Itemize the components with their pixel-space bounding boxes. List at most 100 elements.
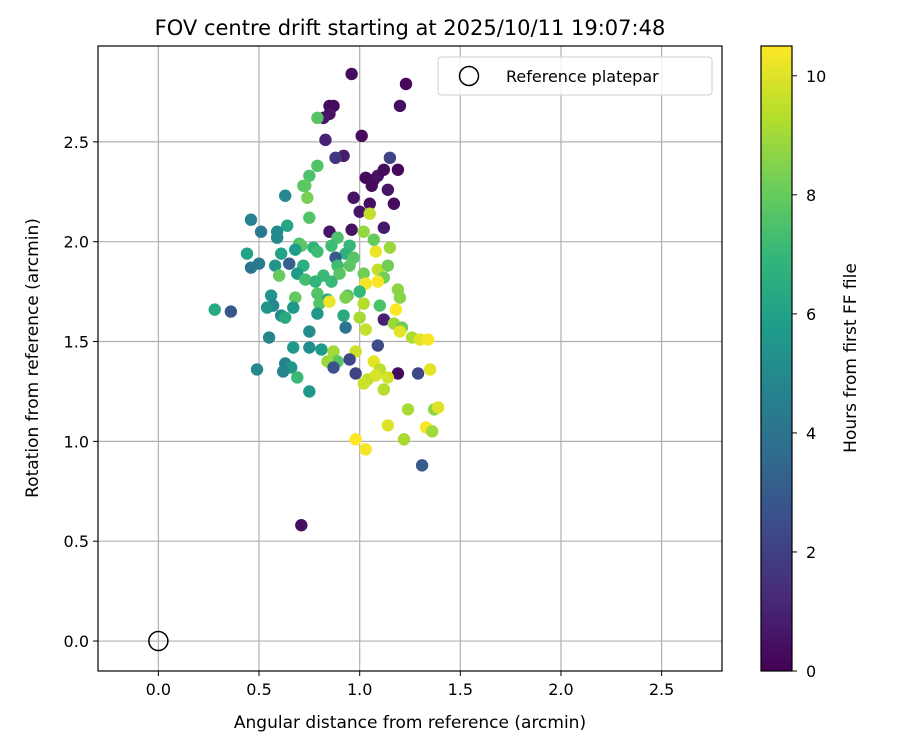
y-tick-label: 2.5 bbox=[64, 133, 89, 152]
data-point bbox=[339, 291, 352, 304]
data-point bbox=[254, 225, 268, 238]
legend: Reference platepar bbox=[437, 56, 713, 96]
x-tick-label: 2.0 bbox=[548, 680, 573, 699]
data-point bbox=[415, 459, 429, 472]
data-point bbox=[377, 383, 391, 396]
data-point bbox=[421, 333, 435, 346]
colorbar-tick-label: 0 bbox=[806, 662, 816, 681]
data-point bbox=[363, 197, 376, 210]
data-point bbox=[387, 197, 401, 210]
data-point bbox=[303, 341, 316, 354]
legend-box bbox=[437, 56, 713, 96]
data-point bbox=[279, 311, 292, 324]
data-point bbox=[279, 189, 292, 202]
data-point bbox=[365, 179, 378, 192]
data-point bbox=[303, 211, 316, 224]
data-point bbox=[311, 111, 324, 125]
legend-label-reference: Reference platepar bbox=[506, 67, 659, 86]
colorbar: 0 2 4 6 8 10 Hours from first FF file bbox=[760, 45, 861, 681]
data-point bbox=[291, 371, 304, 384]
x-tick-label: 0.5 bbox=[246, 680, 271, 699]
x-tick-label: 0.0 bbox=[146, 680, 171, 699]
x-tick-label: 1.5 bbox=[448, 680, 473, 699]
data-point bbox=[311, 159, 324, 173]
data-point bbox=[353, 285, 366, 298]
data-point bbox=[270, 231, 284, 244]
data-point bbox=[299, 273, 312, 286]
data-point bbox=[381, 183, 395, 196]
data-point bbox=[240, 247, 254, 260]
data-point bbox=[381, 259, 395, 272]
colorbar-tick-label: 6 bbox=[806, 305, 816, 324]
data-point bbox=[357, 297, 370, 310]
data-point bbox=[357, 225, 370, 238]
data-point bbox=[393, 325, 407, 338]
data-point bbox=[272, 269, 286, 282]
data-point bbox=[303, 385, 316, 398]
data-point bbox=[325, 239, 338, 252]
plot-frame bbox=[97, 45, 723, 672]
data-point bbox=[373, 299, 387, 312]
data-point bbox=[343, 353, 356, 366]
data-point bbox=[369, 369, 382, 382]
y-axis-label: Rotation from reference (arcmin) bbox=[23, 218, 43, 498]
data-point bbox=[289, 291, 302, 304]
data-point bbox=[325, 275, 338, 288]
data-point bbox=[355, 129, 368, 143]
data-point bbox=[250, 363, 264, 376]
data-point bbox=[315, 343, 328, 356]
data-point bbox=[303, 169, 316, 182]
data-point bbox=[287, 341, 300, 354]
data-point bbox=[319, 133, 332, 147]
reference-point-marker bbox=[148, 630, 169, 652]
data-point bbox=[287, 301, 300, 314]
data-point bbox=[367, 233, 380, 246]
plot-axes: 0.0 0.5 1.0 1.5 2.0 2.5 0.0 0.5 1.0 1.5 2.0 2.5 bbox=[64, 45, 723, 699]
x-tick-label: 1.0 bbox=[347, 680, 372, 699]
data-point bbox=[359, 323, 372, 336]
data-point bbox=[391, 163, 405, 177]
data-point bbox=[327, 361, 340, 374]
data-point bbox=[399, 77, 413, 91]
grid-lines bbox=[98, 46, 722, 671]
data-point bbox=[329, 151, 342, 165]
colorbar-tick-label: 4 bbox=[806, 424, 816, 443]
colorbar-gradient bbox=[760, 45, 793, 672]
data-point bbox=[347, 191, 360, 204]
data-point bbox=[353, 311, 366, 324]
data-point bbox=[327, 345, 340, 358]
data-point bbox=[363, 207, 376, 220]
data-point bbox=[208, 303, 221, 316]
colorbar-tick-label: 10 bbox=[806, 67, 826, 86]
data-point bbox=[274, 247, 288, 260]
data-point bbox=[425, 425, 439, 438]
scatter-points bbox=[148, 67, 445, 652]
data-point bbox=[391, 367, 405, 380]
data-point bbox=[345, 223, 358, 236]
data-point bbox=[377, 221, 391, 234]
data-point bbox=[383, 241, 397, 254]
data-point bbox=[377, 163, 391, 177]
data-point bbox=[262, 331, 276, 344]
data-point bbox=[393, 99, 407, 113]
chart-title: FOV centre drift starting at 2025/10/11 … bbox=[155, 16, 666, 40]
data-point bbox=[289, 243, 302, 256]
data-point bbox=[343, 259, 356, 272]
data-point bbox=[393, 291, 407, 304]
data-point bbox=[313, 297, 326, 310]
data-point bbox=[381, 419, 395, 432]
y-tick-label: 2.0 bbox=[64, 233, 89, 252]
data-point bbox=[244, 213, 258, 226]
x-tick-label: 2.5 bbox=[649, 680, 674, 699]
data-point bbox=[389, 303, 403, 316]
data-point bbox=[401, 403, 415, 416]
data-point bbox=[357, 267, 370, 280]
data-point bbox=[301, 191, 314, 204]
data-point bbox=[283, 257, 296, 270]
data-point bbox=[276, 365, 290, 378]
data-point bbox=[297, 179, 310, 192]
colorbar-label: Hours from first FF file bbox=[841, 263, 861, 453]
data-point bbox=[323, 295, 336, 308]
data-point bbox=[311, 245, 324, 258]
data-point bbox=[303, 325, 316, 338]
